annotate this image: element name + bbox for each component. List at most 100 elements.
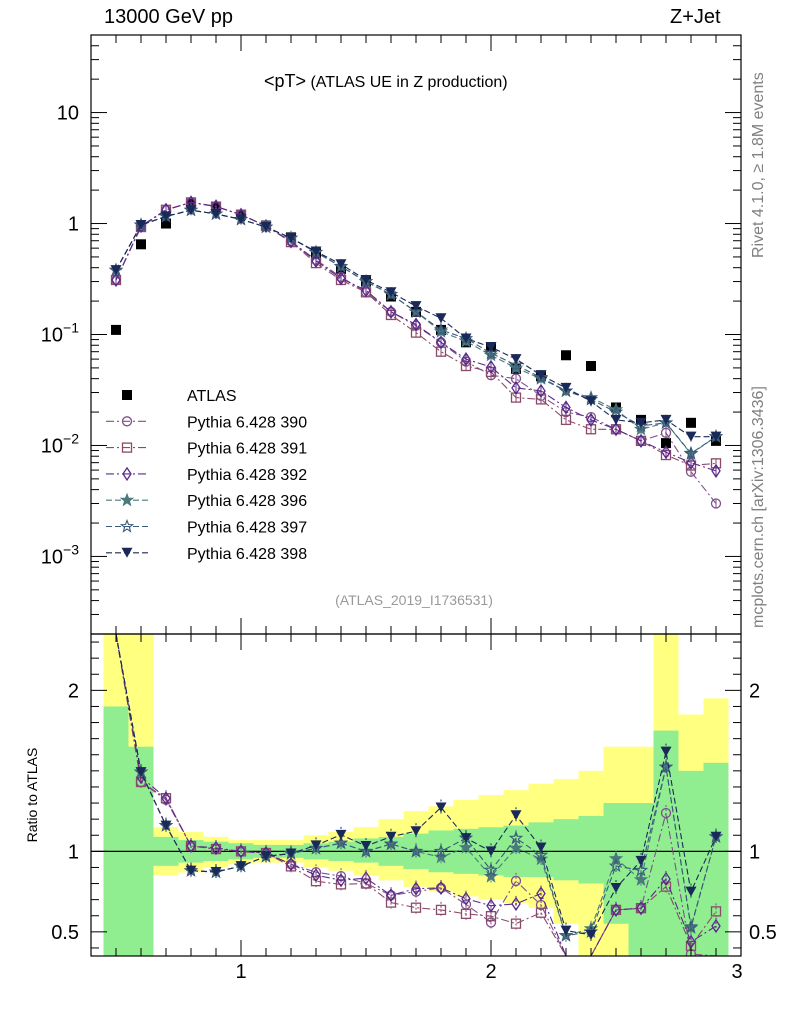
data-point bbox=[460, 333, 472, 344]
legend-label: Pythia 6.428 392 bbox=[187, 467, 307, 484]
x-tick-label: 3 bbox=[731, 961, 742, 983]
legend-label: Pythia 6.428 396 bbox=[187, 493, 307, 510]
ratio-point bbox=[435, 904, 447, 916]
band-green bbox=[553, 819, 579, 881]
data-point bbox=[611, 422, 621, 437]
band-green bbox=[578, 815, 604, 884]
data-point bbox=[661, 445, 671, 460]
ratio-point bbox=[433, 843, 449, 858]
ratio-y-tick-label: 0.5 bbox=[51, 922, 79, 944]
ratio-point bbox=[710, 906, 722, 917]
ratio-point bbox=[558, 928, 574, 942]
ratio-point bbox=[658, 759, 674, 774]
data-point bbox=[608, 404, 624, 419]
ratio-point bbox=[458, 840, 474, 854]
legend-marker bbox=[121, 547, 133, 558]
data-point bbox=[160, 211, 172, 222]
ratio-point bbox=[636, 901, 646, 916]
data-point bbox=[508, 357, 524, 372]
ratio-point bbox=[335, 829, 347, 840]
frames bbox=[90, 34, 742, 957]
data-point bbox=[711, 463, 721, 479]
chart-title-sub: (ATLAS UE in Z production) bbox=[306, 74, 508, 91]
data-point bbox=[660, 414, 672, 425]
ratio-point bbox=[711, 918, 721, 934]
data-point bbox=[483, 345, 499, 360]
ratio-point bbox=[608, 858, 624, 873]
ratio-point bbox=[508, 840, 524, 855]
x-tick-label: 2 bbox=[485, 961, 496, 983]
data-point bbox=[311, 253, 321, 269]
ratio-point bbox=[285, 848, 297, 859]
ratio-point bbox=[485, 846, 497, 857]
ratio-point bbox=[536, 886, 546, 901]
ratio-point bbox=[211, 840, 221, 856]
data-point-atlas bbox=[136, 239, 146, 250]
ratio-point bbox=[533, 847, 549, 862]
data-point bbox=[710, 431, 722, 442]
ratio-point bbox=[186, 838, 196, 854]
data-point bbox=[485, 342, 497, 353]
legend-marker bbox=[122, 390, 132, 400]
ratio-point bbox=[358, 843, 374, 858]
data-point bbox=[486, 359, 496, 375]
legend-label: Pythia 6.428 398 bbox=[187, 546, 307, 563]
header-left: 13000 GeV pp bbox=[104, 6, 233, 28]
ratio-point bbox=[161, 791, 171, 806]
legend-label: Pythia 6.428 390 bbox=[187, 414, 307, 431]
ratio-point bbox=[660, 807, 672, 819]
ratio-point bbox=[286, 857, 296, 872]
ratio-point bbox=[510, 875, 522, 887]
legend-marker bbox=[119, 492, 135, 507]
ratio-point bbox=[661, 871, 671, 887]
ratio-point bbox=[385, 831, 397, 842]
ratio-point bbox=[383, 836, 399, 851]
data-point bbox=[235, 214, 247, 225]
data-point-atlas bbox=[686, 417, 696, 428]
ratio-y-tick-label-right: 0.5 bbox=[749, 922, 777, 944]
ratio-point bbox=[135, 767, 147, 778]
ratio-point bbox=[310, 840, 322, 851]
ratio-point bbox=[410, 902, 422, 913]
data-point-atlas bbox=[586, 361, 596, 372]
data-point bbox=[633, 418, 649, 433]
data-point bbox=[335, 259, 347, 270]
ratio-point bbox=[585, 929, 597, 940]
ratio-point bbox=[260, 851, 272, 862]
ratio-point bbox=[461, 891, 471, 906]
data-point bbox=[110, 265, 122, 276]
ratio-point bbox=[408, 843, 424, 858]
legend-marker bbox=[121, 416, 133, 427]
ratio-point bbox=[660, 881, 672, 892]
chart-title: <pT> (ATLAS UE in Z production) bbox=[264, 71, 508, 91]
main-lines bbox=[108, 195, 724, 509]
ratio-point bbox=[560, 925, 572, 936]
data-point bbox=[461, 351, 471, 367]
ratio-point bbox=[611, 902, 621, 918]
data-point bbox=[433, 322, 449, 337]
ratio-y-axis-label: Ratio to ATLAS bbox=[24, 748, 40, 843]
data-point bbox=[558, 383, 574, 398]
ratio-point bbox=[236, 844, 246, 859]
ratio-point bbox=[436, 880, 446, 896]
ratio-y-tick-label-right: 2 bbox=[749, 680, 760, 702]
band-green bbox=[103, 706, 129, 956]
ratio-point bbox=[535, 842, 547, 853]
data-point bbox=[510, 354, 522, 365]
ratio-point bbox=[336, 873, 346, 888]
ratio-point bbox=[361, 871, 371, 886]
x-tick-label: 1 bbox=[235, 961, 246, 983]
data-point bbox=[560, 414, 572, 426]
data-point bbox=[561, 400, 571, 415]
analysis-label: (ATLAS_2019_I1736531) bbox=[335, 592, 493, 608]
ratio-point bbox=[510, 918, 522, 929]
ratio-point bbox=[460, 908, 472, 920]
data-point bbox=[408, 304, 424, 318]
ratio-lines bbox=[91, 634, 741, 956]
ratio-y-tick-label-right: 1 bbox=[749, 841, 760, 863]
y-tick-base: 10 bbox=[41, 435, 63, 457]
y-tick-exponent: −3 bbox=[63, 541, 79, 557]
ratio-y-tick-label: 1 bbox=[68, 841, 79, 863]
